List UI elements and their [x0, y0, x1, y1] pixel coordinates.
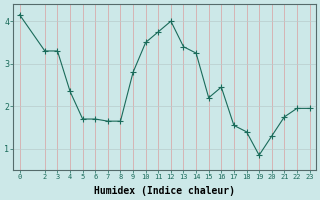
X-axis label: Humidex (Indice chaleur): Humidex (Indice chaleur) [94, 186, 235, 196]
